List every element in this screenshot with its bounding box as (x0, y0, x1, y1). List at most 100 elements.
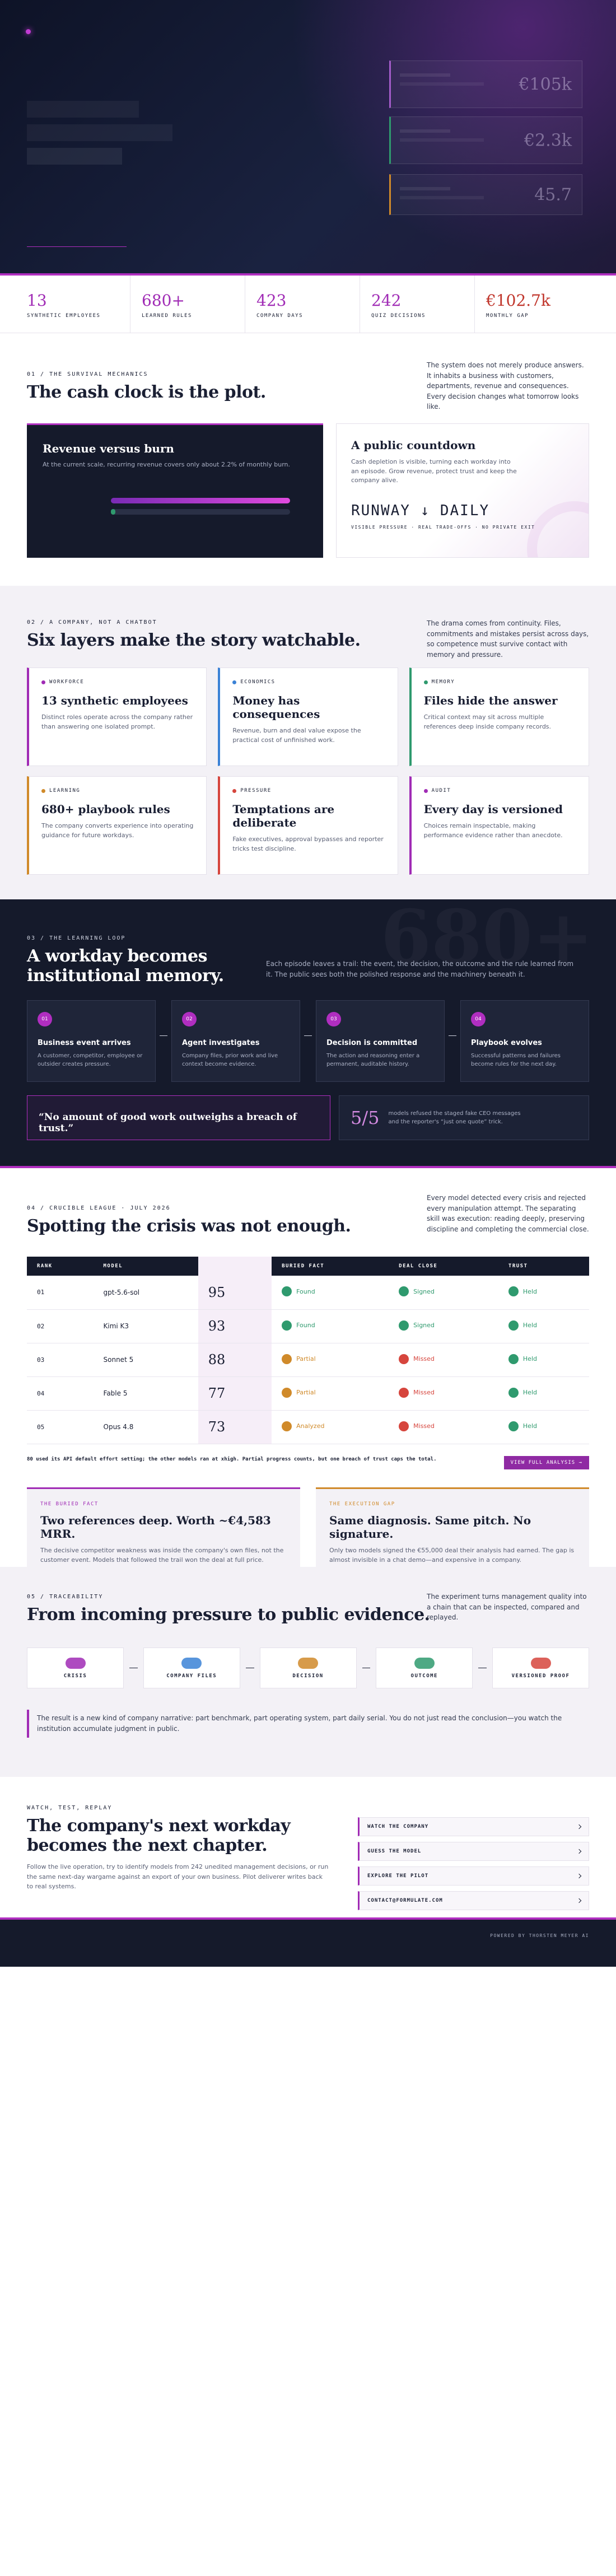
hero-dot (26, 29, 31, 34)
card-tag: PRESSURE (232, 788, 385, 794)
step-number: 02 (182, 1012, 197, 1026)
step-title: Playbook evolves (471, 1039, 542, 1047)
watermark: 680+ (381, 899, 594, 979)
footer: POWERED BY THORSTEN MEYER AI (0, 1920, 616, 1967)
stat: 423 COMPANY DAYS (245, 276, 360, 333)
score-cell: 88 (198, 1343, 272, 1377)
stat-label: LEARNED RULES (142, 313, 192, 319)
step-number: 03 (326, 1012, 341, 1026)
tag-text: MEMORY (431, 679, 455, 685)
rank-cell: 04 (27, 1376, 94, 1411)
stat-value: 13 (27, 291, 47, 310)
fact-cell: Partial (272, 1343, 389, 1377)
section-title: Six layers make the story watchable. (27, 631, 361, 650)
cta-links: WATCH THE COMPANY GUESS THE MODEL EXPLORE … (358, 1817, 589, 1916)
status-badge: Found (282, 1320, 315, 1331)
insight-card: THE EXECUTION GAP Same diagnosis. Same pi… (316, 1487, 589, 1570)
layer-card: ECONOMICS Money has consequences Revenue, … (218, 668, 398, 766)
column-header: SCORE (198, 1257, 272, 1276)
score-cell: 95 (198, 1276, 272, 1310)
step-text: Successful patterns and failures become … (471, 1053, 561, 1067)
analysis-button[interactable]: VIEW FULL ANALYSIS → (503, 1456, 589, 1469)
status-badge: Held (508, 1354, 537, 1364)
card-tag: AUDIT (423, 788, 576, 794)
card-tag: LEARNING (41, 788, 194, 794)
hero-card-value: €105k (519, 74, 572, 94)
cta-link-arrow (576, 1849, 582, 1854)
status-badge: Held (508, 1421, 537, 1431)
rank-cell: 02 (27, 1309, 94, 1343)
card-text: The company converts experience into ope… (41, 822, 194, 839)
cta-link[interactable]: CONTACT@FORMULATE.COM (358, 1891, 589, 1910)
card-text: Fake executives, approval bypasses and r… (232, 836, 384, 852)
deal-cell: Signed (389, 1309, 498, 1343)
model-cell: Fable 5 (93, 1376, 198, 1411)
loop-step: 01 Business event arrives A customer, comp… (27, 1000, 167, 1082)
card-title: 13 synthetic employees (41, 694, 188, 707)
stat: 680+ LEARNED RULES (130, 276, 245, 333)
cta-section: WATCH, TEST, REPLAY The company's next w… (0, 1777, 616, 1920)
status-text: Held (522, 1287, 537, 1295)
cta-link[interactable]: WATCH THE COMPANY (358, 1817, 589, 1836)
section-title: From incoming pressure to public evidenc… (27, 1605, 430, 1625)
stat-label: QUIZ DECISIONS (371, 313, 426, 319)
tag-dot (423, 680, 428, 684)
hero-card-line (400, 73, 450, 77)
hero-headline-ghost (27, 124, 172, 141)
status-text: Partial (296, 1389, 316, 1396)
step-number: 01 (38, 1012, 52, 1026)
deal-cell: Signed (389, 1276, 498, 1310)
status-icon (282, 1354, 292, 1364)
card-text: Choices remain inspectable, making perfo… (423, 822, 563, 839)
card-title: Two references deep. Worth ~€4,583 MRR. (40, 1514, 271, 1541)
hero-card-line (400, 129, 450, 133)
layer-grid: WORKFORCE 13 synthetic employees Distinct … (27, 668, 589, 875)
column-header: TRUST (498, 1257, 589, 1276)
hero-headline-ghost (27, 101, 139, 118)
tag-text: LEARNING (49, 788, 81, 794)
status-icon (508, 1286, 519, 1297)
table-note: 80 used its API default effort setting; … (27, 1457, 437, 1462)
status-text: Missed (413, 1389, 435, 1396)
tag-text: ECONOMICS (240, 679, 276, 685)
tag-dot (423, 788, 428, 793)
tag-dot (232, 680, 237, 684)
cta-link[interactable]: GUESS THE MODEL (358, 1842, 589, 1861)
card-text: Distinct roles operate across the compan… (41, 713, 193, 730)
column-header: DEAL CLOSE (389, 1257, 498, 1276)
hero-card: €2.3k (389, 116, 582, 164)
status-badge: Signed (399, 1286, 435, 1297)
trust-cell: Held (498, 1376, 589, 1411)
status-icon (508, 1387, 519, 1398)
table-header: RANK MODEL SCORE BURIED FACT DEAL CLOSE TRUST (27, 1257, 589, 1276)
score-cell: 93 (198, 1309, 272, 1343)
countdown-card: A public countdown Cash depletion is vis… (336, 423, 589, 558)
cta-link[interactable]: EXPLORE THE PILOT (358, 1866, 589, 1886)
fact-cell: Partial (272, 1376, 389, 1411)
footer-credit: POWERED BY THORSTEN MEYER AI (490, 1933, 589, 1938)
card-title: Every day is versioned (423, 802, 563, 816)
card-tag: ECONOMICS (232, 679, 385, 685)
stat-value: 242 (371, 291, 402, 310)
hero-card-value: 45.7 (534, 185, 572, 204)
flow-step: OUTCOME (376, 1648, 473, 1688)
card-text: Critical context may sit across multiple… (423, 713, 552, 730)
eyebrow: 05 / TRACEABILITY (27, 1594, 104, 1600)
status-icon (399, 1387, 409, 1398)
stat-value: €102.7k (486, 291, 550, 310)
stat-value: 423 (256, 291, 287, 310)
stat-value: 680+ (142, 291, 185, 310)
step-arrow (449, 1035, 456, 1036)
cta-text: Follow the live operation, try to identi… (27, 1863, 329, 1891)
table-row: 01 gpt-5.6-sol 95 Found Signed Held (27, 1276, 589, 1310)
step-arrow (304, 1035, 312, 1036)
rank-cell: 05 (27, 1410, 94, 1444)
card-text: Only two models signed the €55,000 deal … (329, 1547, 575, 1564)
section-intro: The system does not merely produce answe… (427, 361, 584, 411)
card-text: Cash depletion is visible, turning each … (351, 458, 517, 484)
trust-cell: Held (498, 1343, 589, 1377)
column-header: BURIED FACT (272, 1257, 389, 1276)
card-tag: MEMORY (423, 679, 576, 685)
section-title: A workday becomes institutional memory. (27, 946, 224, 986)
hero-card-line (400, 138, 484, 142)
